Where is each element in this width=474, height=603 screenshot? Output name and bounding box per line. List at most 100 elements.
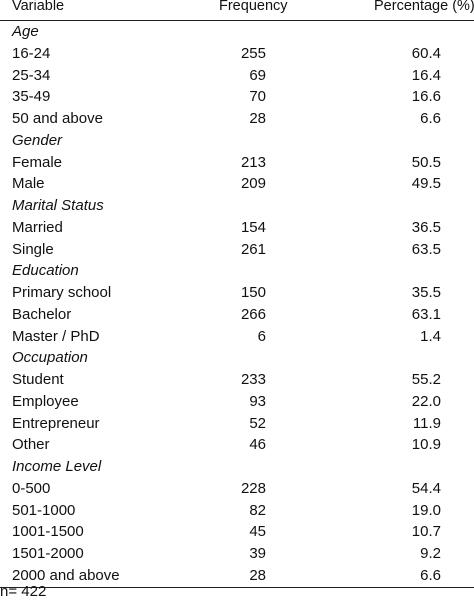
row-frequency: 150 — [240, 284, 266, 301]
table-row: 1501-2000 39 9.2 — [0, 543, 474, 565]
row-frequency: 46 — [249, 436, 266, 454]
group-label: Age — [12, 23, 39, 40]
table-row: Entrepreneur 52 11.9 — [0, 413, 474, 435]
group-heading: Income Level — [0, 456, 474, 478]
row-percentage: 63.1 — [411, 305, 441, 323]
table-row: Primary school 150 35.5 — [0, 282, 474, 304]
row-variable: Single — [12, 240, 54, 258]
row-frequency: 82 — [249, 501, 266, 519]
row-percentage: 22.0 — [411, 392, 441, 410]
group-label: Marital Status — [12, 197, 104, 214]
row-frequency: 154 — [240, 218, 266, 236]
demographics-table: Variable Frequency Percentage (%) Age 16-… — [0, 0, 474, 588]
sample-size-note: n= 422 — [0, 583, 47, 600]
row-variable: Married — [12, 218, 63, 236]
table-row: Employee 93 22.0 — [0, 391, 474, 413]
table-row: 50 and above 28 6.6 — [0, 108, 474, 130]
row-percentage: 19.0 — [411, 501, 441, 519]
row-percentage: 55.2 — [411, 371, 441, 388]
row-variable: Entrepreneur — [12, 414, 100, 432]
row-percentage: 1.4 — [420, 327, 441, 345]
group-heading: Marital Status — [0, 195, 474, 217]
row-percentage: 10.9 — [411, 436, 441, 454]
row-frequency: 266 — [240, 305, 266, 323]
row-variable: 25-34 — [12, 66, 51, 84]
row-frequency: 28 — [249, 110, 266, 127]
row-percentage: 35.5 — [411, 284, 441, 301]
row-percentage: 50.5 — [411, 153, 441, 171]
row-variable: 0-500 — [12, 479, 51, 497]
table-row: 1001-1500 45 10.7 — [0, 521, 474, 543]
group-label: Income Level — [12, 458, 102, 475]
table-row: 0-500 228 54.4 — [0, 478, 474, 500]
table-row: 16-24 255 60.4 — [0, 43, 474, 65]
row-percentage: 63.5 — [411, 240, 441, 258]
group-heading: Education — [0, 260, 474, 282]
group-label: Education — [12, 262, 79, 280]
table-row: Bachelor 266 63.1 — [0, 304, 474, 326]
row-variable: Master / PhD — [12, 327, 100, 345]
table-row: Male 209 49.5 — [0, 173, 474, 195]
table-body: Age 16-24 255 60.4 25-34 69 16.4 35-49 70 16.6 50 … — [0, 21, 474, 587]
header-variable: Variable — [12, 0, 65, 14]
table-row: Other 46 10.9 — [0, 434, 474, 456]
table-row: 35-49 70 16.6 — [0, 86, 474, 108]
row-percentage: 36.5 — [411, 218, 441, 236]
row-variable: 2000 and above — [12, 566, 120, 584]
row-frequency: 52 — [249, 414, 266, 432]
row-percentage: 16.4 — [411, 66, 441, 84]
row-frequency: 209 — [240, 175, 266, 193]
table-row: Single 261 63.5 — [0, 239, 474, 261]
group-heading: Age — [0, 21, 474, 43]
row-percentage: 11.9 — [412, 414, 441, 432]
row-percentage: 49.5 — [411, 175, 441, 193]
group-label: Occupation — [12, 349, 88, 367]
row-frequency: 39 — [249, 545, 266, 562]
row-frequency: 28 — [249, 566, 266, 584]
table-row: Married 154 36.5 — [0, 217, 474, 239]
row-frequency: 261 — [240, 240, 266, 258]
row-variable: 1001-1500 — [12, 523, 84, 541]
row-variable: Bachelor — [12, 305, 72, 323]
row-frequency: 70 — [249, 88, 266, 106]
table-row: 2000 and above 28 6.6 — [0, 565, 474, 587]
row-variable: 50 and above — [12, 110, 103, 127]
table-row: Master / PhD 6 1.4 — [0, 326, 474, 348]
table-row: 501-1000 82 19.0 — [0, 500, 474, 522]
table-row: 25-34 69 16.4 — [0, 65, 474, 87]
group-heading: Occupation — [0, 347, 474, 369]
row-frequency: 213 — [240, 153, 266, 171]
row-percentage: 10.7 — [411, 523, 441, 541]
table-header: Variable Frequency Percentage (%) — [0, 0, 474, 21]
row-variable: Male — [12, 175, 45, 193]
row-percentage: 16.6 — [411, 88, 441, 106]
row-variable: 1501-2000 — [12, 545, 84, 562]
row-variable: Student — [12, 371, 64, 388]
row-variable: Employee — [12, 392, 79, 410]
row-frequency: 233 — [240, 371, 266, 388]
row-variable: Other — [12, 436, 50, 454]
row-percentage: 6.6 — [420, 566, 441, 584]
header-frequency: Frequency — [219, 0, 288, 14]
row-percentage: 6.6 — [420, 110, 441, 127]
row-frequency: 45 — [249, 523, 266, 541]
row-frequency: 228 — [240, 479, 266, 497]
table-row: Student 233 55.2 — [0, 369, 474, 391]
row-variable: Female — [12, 153, 63, 171]
table-row: Female 213 50.5 — [0, 152, 474, 174]
row-frequency: 93 — [249, 392, 266, 410]
bottom-rule — [0, 586, 474, 588]
row-variable: 16-24 — [12, 44, 51, 62]
group-heading: Gender — [0, 130, 474, 152]
row-variable: 35-49 — [12, 88, 51, 106]
row-frequency: 69 — [249, 66, 266, 84]
row-frequency: 6 — [257, 327, 266, 345]
row-frequency: 255 — [240, 44, 266, 62]
row-variable: Primary school — [12, 284, 112, 301]
row-variable: 501-1000 — [12, 501, 76, 519]
header-percentage: Percentage (%) — [374, 0, 474, 14]
row-percentage: 9.2 — [420, 545, 441, 562]
row-percentage: 60.4 — [411, 44, 441, 62]
row-percentage: 54.4 — [411, 479, 441, 497]
group-label: Gender — [12, 131, 63, 149]
